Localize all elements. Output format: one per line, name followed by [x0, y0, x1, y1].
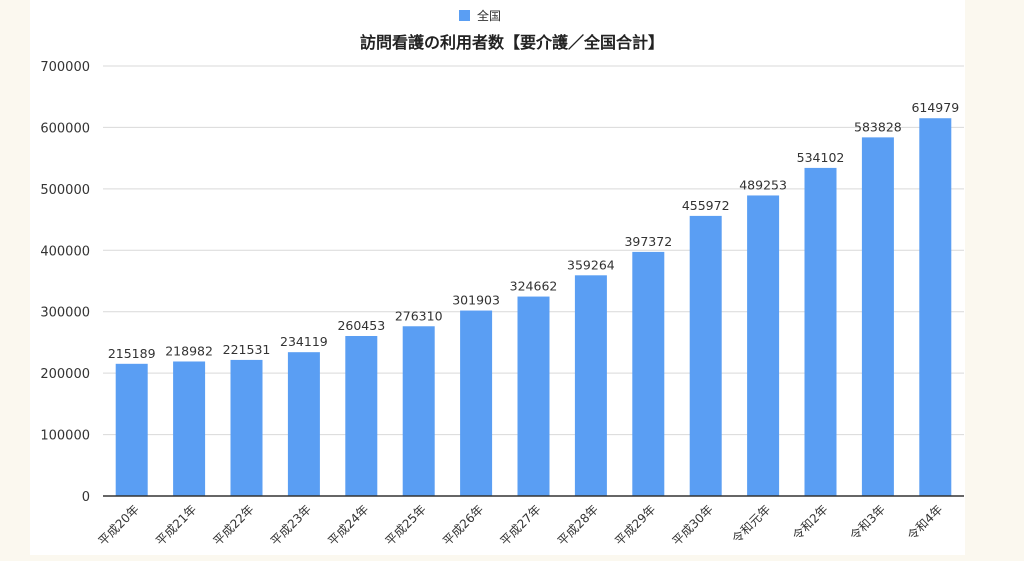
y-axis-ticks: 0 100000 200000 300000 400000 500000 600000 700… — [40, 60, 90, 505]
bar-data-label: 489253 — [739, 177, 787, 192]
bar — [345, 336, 378, 496]
x-category-label: 平成27年 — [497, 502, 543, 548]
bar — [402, 326, 435, 496]
x-category-label: 平成28年 — [555, 502, 601, 548]
chart-svg: 全国 訪問看護の利用者数【要介護／全国合計】 0 100000 200000 3000… — [40, 8, 964, 549]
bar — [517, 296, 550, 496]
x-category-label: 令和4年 — [904, 502, 945, 543]
x-category-label: 平成20年 — [96, 502, 142, 548]
x-category-label: 平成26年 — [440, 502, 486, 548]
x-category-label: 令和2年 — [789, 502, 830, 543]
bar-layer — [115, 118, 952, 497]
y-tick-label: 200000 — [40, 367, 90, 382]
bar-data-label: 221531 — [223, 342, 271, 357]
x-category-label: 平成21年 — [153, 502, 199, 548]
y-tick-label: 500000 — [40, 183, 90, 198]
data-label-layer: 215189 218982 221531 234119 260453 276310 3019… — [108, 100, 959, 361]
legend-label-zenkoku: 全国 — [477, 8, 501, 23]
bar — [230, 359, 263, 496]
x-category-label: 令和元年 — [729, 502, 774, 547]
bar — [173, 361, 206, 496]
x-category-label: 平成30年 — [670, 502, 716, 548]
y-tick-label: 600000 — [40, 121, 90, 136]
bar-data-label: 614979 — [911, 100, 959, 115]
y-tick-label: 100000 — [40, 429, 90, 444]
x-category-label: 平成25年 — [383, 502, 429, 548]
bar-data-label: 234119 — [280, 334, 328, 349]
bar — [287, 352, 320, 496]
x-axis-category-labels: 平成20年 平成21年 平成22年 平成23年 平成24年 平成25年 平成26年 平成27年… — [96, 502, 946, 549]
bar — [861, 137, 894, 496]
bar-data-label: 397372 — [624, 234, 672, 249]
bar — [574, 275, 607, 496]
x-category-label: 平成22年 — [210, 502, 256, 548]
x-category-label: 平成29年 — [612, 502, 658, 548]
bar-data-label: 260453 — [337, 318, 385, 333]
bar-data-label: 218982 — [165, 343, 213, 358]
bar-data-label: 583828 — [854, 119, 902, 134]
bar-data-label: 301903 — [452, 293, 500, 308]
chart-card: 全国 訪問看護の利用者数【要介護／全国合計】 0 100000 200000 3000… — [30, 0, 965, 555]
bar — [804, 167, 837, 497]
y-tick-label: 700000 — [40, 60, 90, 75]
bar-data-label: 324662 — [510, 279, 558, 294]
bar — [747, 195, 780, 497]
chart-title: 訪問看護の利用者数【要介護／全国合計】 — [360, 33, 664, 52]
bar — [632, 251, 665, 496]
bar — [115, 363, 148, 496]
bar — [689, 215, 722, 497]
legend-swatch — [459, 10, 470, 21]
bar-data-label: 359264 — [567, 257, 615, 272]
bar-data-label: 534102 — [797, 150, 845, 165]
x-category-label: 平成24年 — [325, 502, 371, 548]
bar — [460, 310, 493, 496]
y-tick-label: 300000 — [40, 306, 90, 321]
bar-data-label: 455972 — [682, 198, 730, 213]
y-tick-label: 0 — [82, 490, 90, 505]
x-category-label: 平成23年 — [268, 502, 314, 548]
bar — [919, 118, 952, 497]
bar-data-label: 215189 — [108, 346, 156, 361]
x-category-label: 令和3年 — [847, 502, 888, 543]
bar-data-label: 276310 — [395, 308, 443, 323]
y-tick-label: 400000 — [40, 244, 90, 259]
